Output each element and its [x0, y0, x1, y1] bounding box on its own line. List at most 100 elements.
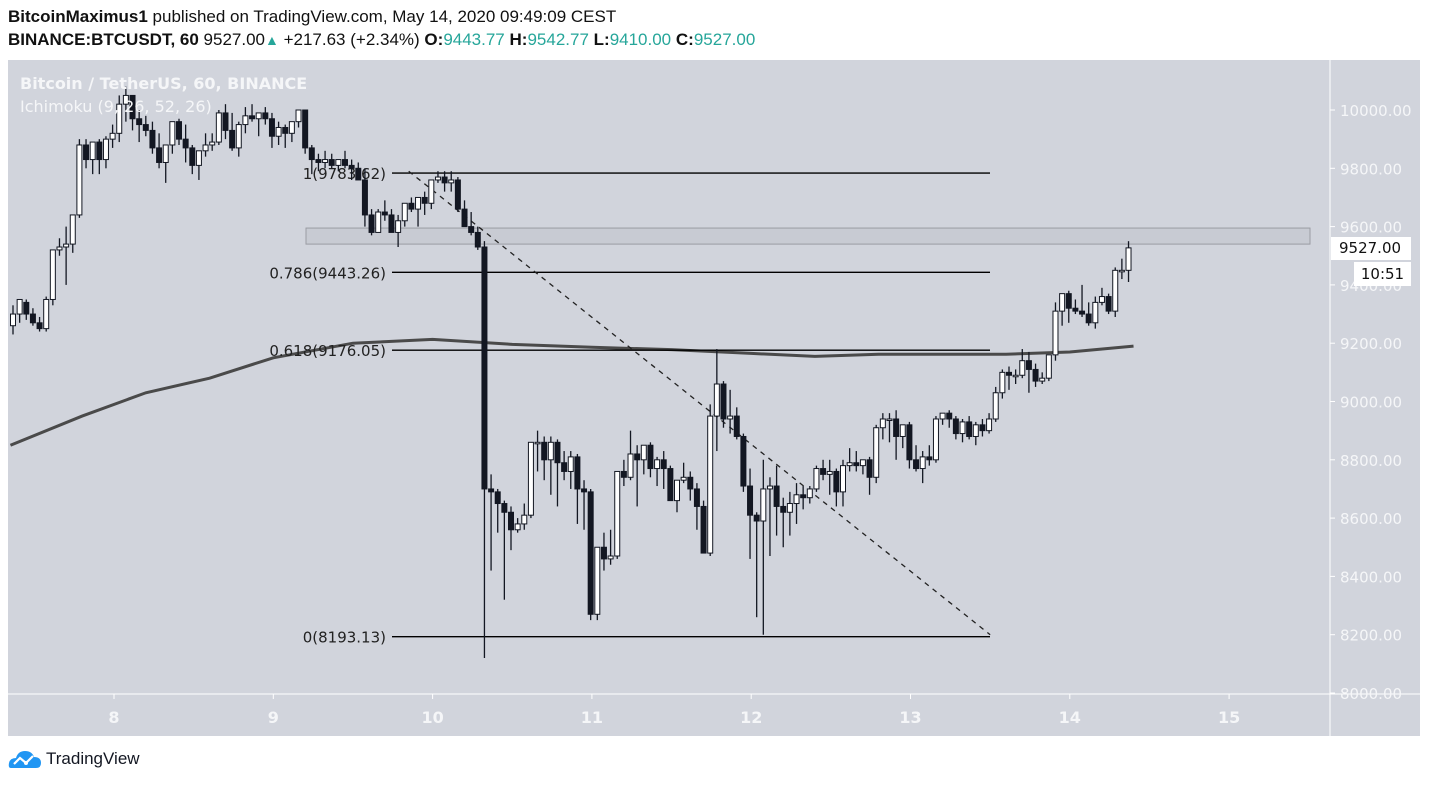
bear-candle — [83, 144, 90, 161]
bear-candle — [342, 159, 348, 166]
bull-candle — [401, 202, 408, 222]
bull-candle — [527, 441, 534, 516]
bull-candle — [972, 424, 979, 437]
x-tick-label: 11 — [581, 708, 603, 727]
bull-candle — [1045, 354, 1052, 379]
last-price: 9527.00 — [203, 30, 265, 49]
bear-candle — [381, 211, 388, 216]
bull-candle — [434, 176, 441, 181]
bear-candle — [488, 488, 495, 493]
bull-candle — [116, 103, 123, 134]
fib-level-label: 0.786(9443.26) — [269, 264, 386, 282]
bull-candle — [607, 555, 614, 560]
bull-candle — [873, 427, 880, 478]
indicator-legend[interactable]: Ichimoku (9, 26, 52, 26) — [20, 97, 212, 116]
bull-candle — [766, 485, 773, 490]
bull-candle — [1052, 310, 1059, 356]
bull-candle — [69, 214, 76, 245]
bull-candle — [49, 249, 56, 300]
bear-candle — [1032, 368, 1039, 382]
moving-average-line — [9, 337, 1134, 447]
bull-candle — [859, 459, 866, 467]
bear-candle — [468, 226, 475, 233]
bull-candle — [760, 488, 767, 522]
bull-candle — [122, 94, 129, 105]
bear-candle — [979, 424, 986, 432]
y-tick-label: 8000.00 — [1340, 685, 1402, 703]
y-tick-label: 9000.00 — [1340, 394, 1402, 412]
tradingview-logo[interactable]: TradingView — [8, 748, 140, 770]
bull-candle — [215, 112, 222, 143]
bear-candle — [561, 462, 568, 472]
bull-candle — [793, 494, 800, 505]
bear-candle — [587, 491, 594, 615]
bear-candle — [660, 459, 667, 470]
bear-candle — [315, 159, 322, 163]
bull-candle — [999, 371, 1006, 394]
bear-candle — [222, 112, 229, 131]
y-tick-label: 8400.00 — [1340, 568, 1402, 586]
bear-candle — [388, 214, 395, 233]
bear-candle — [355, 167, 362, 181]
bull-candle — [202, 144, 209, 152]
author-name[interactable]: BitcoinMaximus1 — [8, 7, 148, 26]
bull-candle — [235, 124, 242, 149]
bull-candle — [102, 138, 109, 161]
y-tick-label: 10000.00 — [1340, 102, 1412, 120]
bull-candle — [959, 421, 966, 435]
bull-candle — [534, 441, 541, 445]
bull-candle — [1012, 374, 1019, 378]
bull-candle — [846, 462, 853, 467]
symbol-quote-bar: BINANCE:BTCUSDT, 60 9527.00▲ +217.63 (+2… — [8, 30, 755, 50]
bull-candle — [109, 132, 116, 140]
bull-candle — [43, 298, 50, 330]
bull-candle — [209, 141, 216, 146]
bull-candle — [162, 144, 169, 163]
y-tick-label: 8800.00 — [1340, 452, 1402, 470]
bear-candle — [833, 470, 840, 493]
open-value: 9443.77 — [443, 30, 505, 49]
bear-candle — [474, 231, 481, 248]
bull-candle — [335, 159, 342, 166]
bear-candle — [720, 383, 727, 420]
bear-candle — [946, 412, 953, 420]
bear-candle — [753, 514, 760, 522]
bull-candle — [295, 109, 302, 123]
bear-candle — [249, 115, 256, 120]
bear-candle — [747, 485, 754, 516]
bear-candle — [733, 415, 740, 437]
bull-candle — [288, 121, 295, 134]
resistance-zone — [305, 227, 1311, 245]
x-tick-label: 13 — [899, 708, 921, 727]
bear-candle — [29, 313, 36, 324]
bear-candle — [361, 179, 368, 216]
bear-candle — [574, 456, 581, 490]
high-value: 9542.77 — [527, 30, 589, 49]
bear-candle — [229, 129, 236, 149]
x-tick-label: 15 — [1218, 708, 1240, 727]
bear-candle — [23, 301, 30, 315]
bull-candle — [786, 503, 793, 513]
bull-candle — [56, 246, 63, 251]
publish-text: published on TradingView.com, May 14, 20… — [152, 7, 617, 26]
bull-candle — [169, 121, 176, 146]
bull-candle — [255, 112, 262, 120]
bull-candle — [1112, 269, 1119, 312]
bull-candle — [840, 465, 846, 493]
bear-candle — [913, 459, 920, 470]
bear-candle — [740, 435, 747, 487]
bull-candle — [614, 470, 621, 557]
high-label: H: — [509, 30, 528, 49]
x-tick-label: 9 — [268, 708, 279, 727]
bull-candle — [886, 418, 893, 421]
bear-candle — [501, 503, 508, 513]
bear-candle — [1072, 307, 1079, 312]
bull-candle — [594, 546, 601, 615]
symbol-label: BINANCE:BTCUSDT, 60 — [8, 30, 199, 49]
bear-candle — [136, 118, 143, 126]
bear-candle — [926, 456, 933, 461]
y-tick-label: 9200.00 — [1340, 335, 1402, 353]
bear-candle — [773, 485, 780, 507]
bear-candle — [408, 202, 415, 210]
